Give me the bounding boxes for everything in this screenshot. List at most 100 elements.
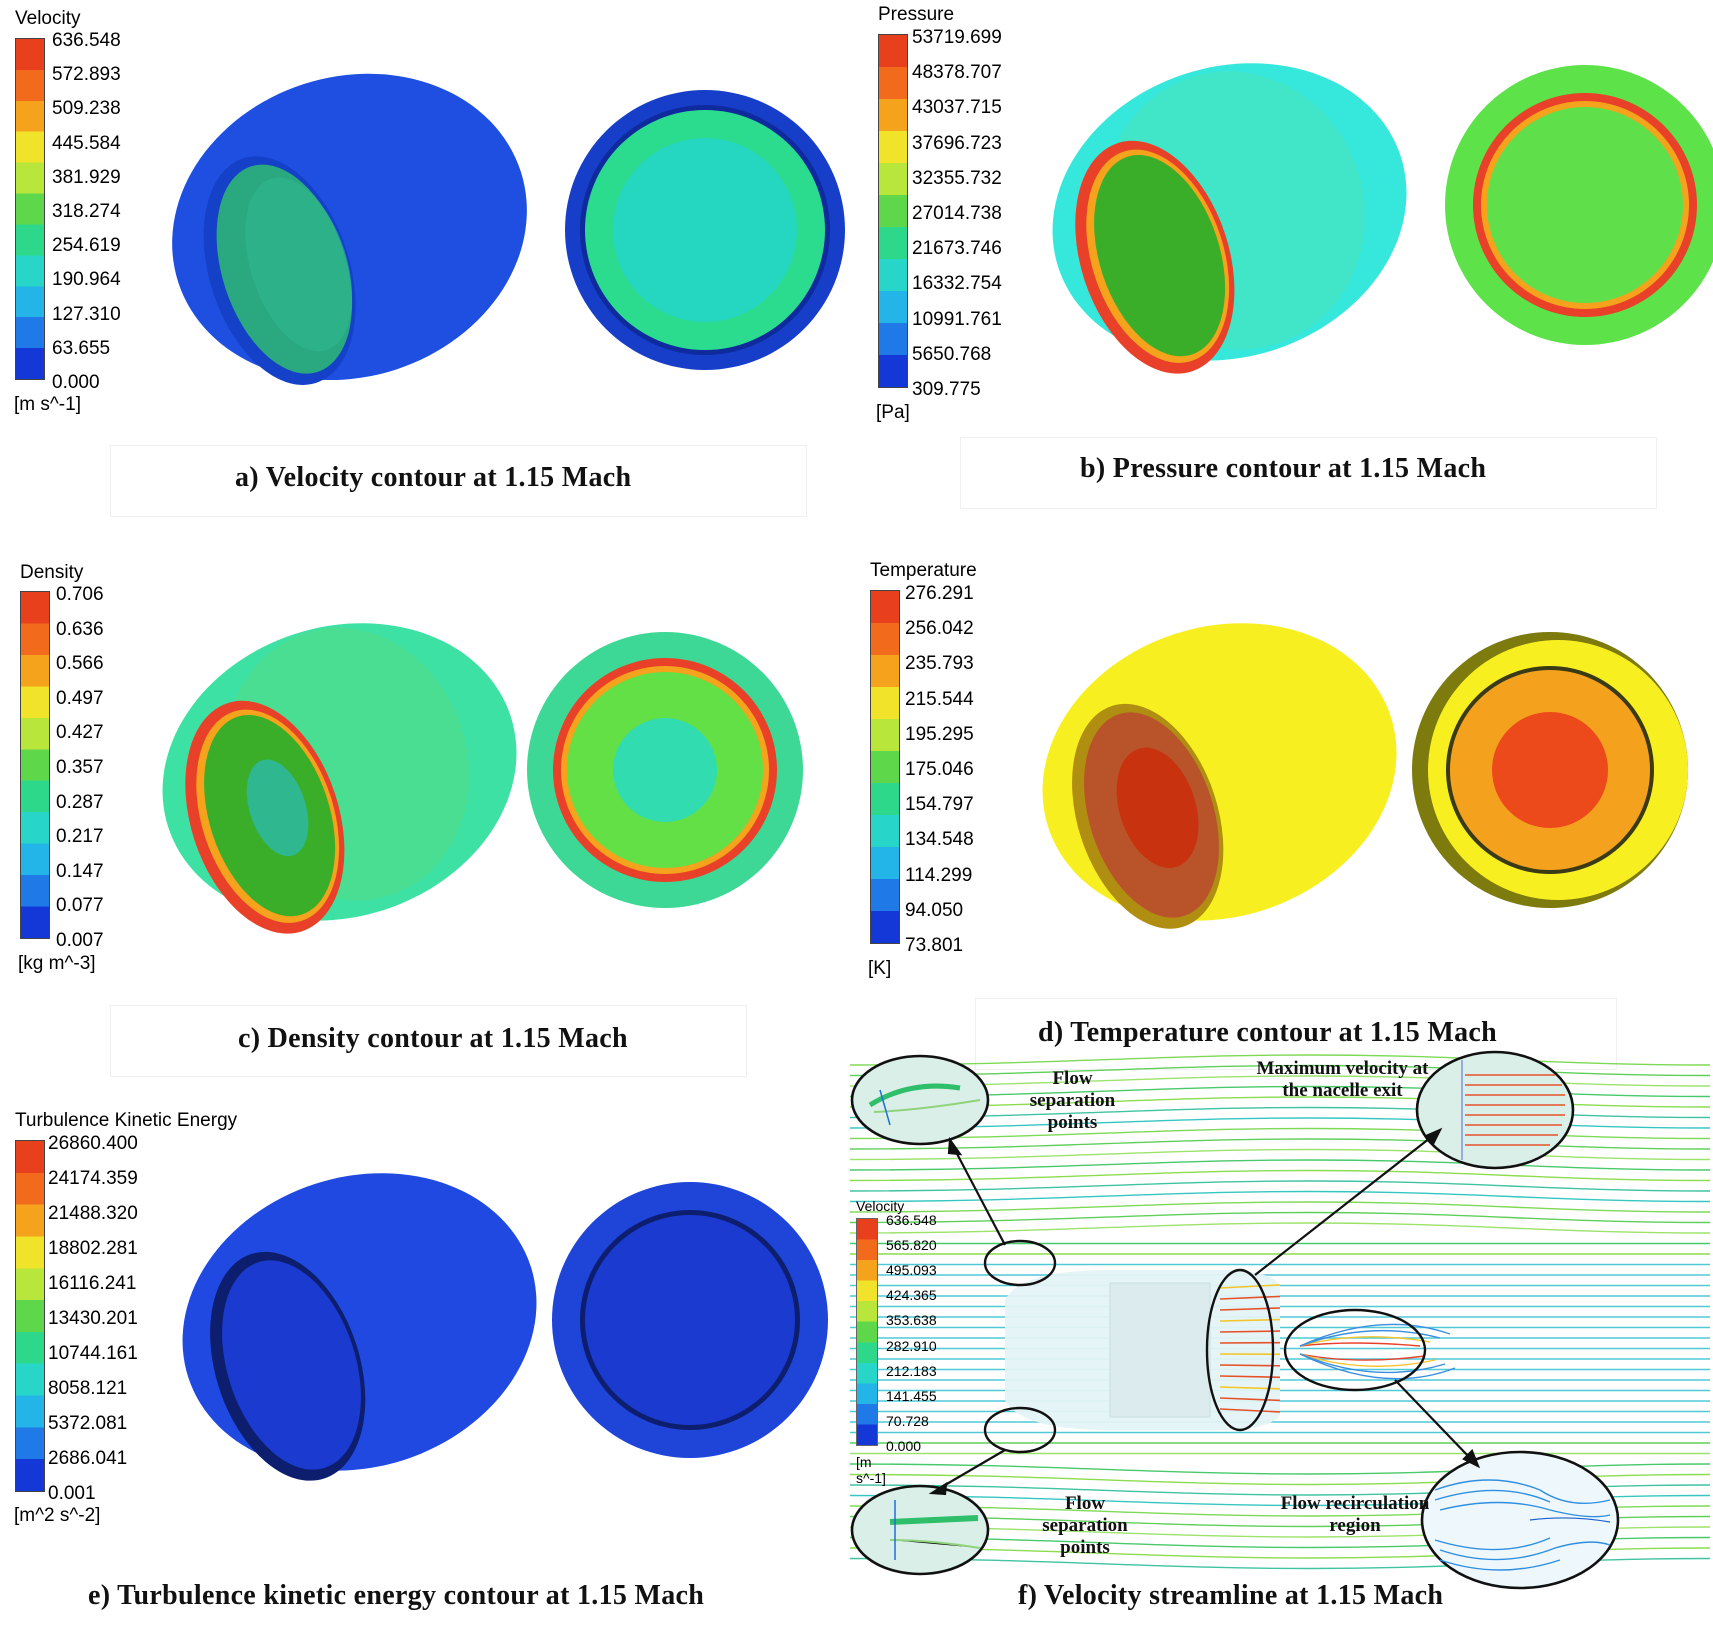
- colorbar-unit: [K]: [868, 958, 892, 979]
- streamline: [849, 1190, 1711, 1203]
- colorbar-tick-label: 0.001: [48, 1483, 96, 1504]
- colorbar-tick-label: 309.775: [912, 379, 981, 400]
- colorbar-tick-label: 2686.041: [48, 1448, 128, 1469]
- colorbar-tick-label: 636.548: [52, 30, 121, 51]
- colorbar-tick-label: 127.310: [52, 303, 121, 325]
- colorbar-tick-label: 94.050: [905, 899, 964, 921]
- exit-jet-lines: [1219, 1284, 1281, 1413]
- nacelle-side-shell: [1042, 623, 1397, 921]
- colorbar-tick-label: 0.147: [56, 860, 104, 882]
- colorbar-tick-label: 37696.723: [912, 132, 1002, 154]
- highlight-sep-bottom: [983, 1406, 1057, 1454]
- colorbar: [870, 590, 900, 944]
- colorbar-tick-label: 0.217: [56, 826, 104, 848]
- colorbar: [20, 591, 50, 939]
- exit-jet-line: [1219, 1408, 1281, 1413]
- exit-jet-line: [1219, 1364, 1281, 1367]
- colorbar-tick-label: 16332.754: [912, 273, 1002, 295]
- colorbar-tick-label: 63.655: [52, 337, 111, 359]
- panel-caption: e) Turbulence kinetic energy contour at …: [88, 1580, 705, 1611]
- exit-jet-line: [1219, 1284, 1281, 1289]
- colorbar-title: Velocity: [856, 1198, 905, 1214]
- colorbar-tick-label: 256.042: [905, 618, 974, 640]
- recirculation-line: [1299, 1342, 1421, 1347]
- colorbar-tick-label: 5372.081: [48, 1413, 128, 1434]
- zoom-sep-bottom: [850, 1484, 990, 1576]
- colorbar-tick-label: 10744.161: [48, 1343, 138, 1364]
- recirculation-line: [1299, 1353, 1456, 1380]
- recirculation-line: [1299, 1353, 1426, 1361]
- highlight-exit: [1205, 1268, 1275, 1432]
- recirculation-line: [1299, 1323, 1451, 1347]
- zoom-sep-top: [850, 1054, 990, 1146]
- colorbar-tick-label: 0.427: [56, 722, 104, 744]
- colorbar-unit: [Pa]: [876, 402, 910, 423]
- recirculation-line: [1299, 1329, 1441, 1347]
- annotation-flow-separation-top: Flow separation points: [1029, 1068, 1116, 1133]
- recirculation-line: [1299, 1353, 1446, 1374]
- streamline: [849, 1201, 1711, 1213]
- colorbar-unit: [m^2 s^-2]: [14, 1505, 101, 1526]
- colorbar-unit: [kg m^-3]: [18, 953, 96, 974]
- colorbar-tick-label: 0.077: [56, 895, 104, 917]
- colorbar-tick-label: 16116.241: [48, 1273, 137, 1294]
- colorbar-title: Temperature: [870, 560, 977, 581]
- colorbar-tick-label: 0.000: [886, 1438, 922, 1454]
- colorbar-tick-label: 353.638: [886, 1312, 937, 1329]
- colorbar-tick-label: 10991.761: [912, 308, 1002, 330]
- colorbar-tick-label: 134.548: [905, 829, 974, 851]
- nacelle-inlet-face: [222, 1260, 361, 1470]
- colorbar-tick-label: 32355.732: [912, 167, 1002, 189]
- streamline: [849, 1180, 1711, 1192]
- colorbar-tick-label: 43037.715: [912, 97, 1002, 119]
- streamline: [849, 1138, 1711, 1150]
- zoom-recirculation: [1420, 1450, 1620, 1590]
- colorbar: [856, 1218, 878, 1446]
- colorbar-tick-label: 445.584: [52, 132, 121, 154]
- colorbar-tick-label: 215.544: [905, 688, 974, 710]
- panel-caption: f) Velocity streamline at 1.15 Mach: [1018, 1580, 1444, 1611]
- colorbar-tick-label: 18802.281: [48, 1238, 138, 1259]
- recirculation-lines: [1299, 1323, 1456, 1380]
- colorbar-tick-label: 282.910: [886, 1337, 937, 1354]
- colorbar-tick-label: 572.893: [52, 64, 121, 86]
- colorbar-unit: [m s^-1]: [14, 394, 81, 415]
- annotation-max-velocity: Maximum velocity at the nacelle exit: [1256, 1058, 1429, 1101]
- colorbar-tick-label: 0.007: [56, 930, 104, 951]
- colorbar-tick-label: 21673.746: [912, 238, 1002, 260]
- colorbar-tick-label: 0.497: [56, 687, 104, 709]
- colorbar-tick-label: 235.793: [905, 653, 974, 675]
- nacelle-temperature-contour: [1042, 623, 1688, 929]
- colorbar-tick-label: 318.274: [52, 201, 121, 222]
- streamline: [849, 1148, 1711, 1161]
- nacelle-inlet-face: [1094, 155, 1226, 357]
- recirculation-line: [1299, 1336, 1431, 1347]
- colorbar-title: Turbulence Kinetic Energy: [15, 1110, 238, 1131]
- colorbar-tick-label: 636.548: [886, 1212, 937, 1228]
- exit-jet-line: [1219, 1295, 1281, 1300]
- streamline-field: [849, 1050, 1711, 1590]
- streamline: [849, 1127, 1711, 1140]
- colorbar-tick-label: 190.964: [52, 269, 121, 291]
- colorbar-title: Velocity: [15, 8, 81, 29]
- highlight-recirc: [1283, 1308, 1427, 1392]
- panel-caption: d) Temperature contour at 1.15 Mach: [1038, 1017, 1497, 1048]
- nacelle-exit-view: [527, 632, 803, 908]
- streamline: [849, 1054, 1711, 1066]
- streamline: [849, 1169, 1711, 1182]
- nacelle-exit-view: [1412, 632, 1688, 908]
- panel-caption: a) Velocity contour at 1.15 Mach: [235, 462, 632, 493]
- callout-arrows: [928, 1127, 1481, 1496]
- colorbar-tick-label: 195.295: [905, 723, 974, 745]
- colorbar-unit: [m s^-1]: [856, 1454, 886, 1486]
- panel-caption: b) Pressure contour at 1.15 Mach: [1080, 453, 1487, 484]
- colorbar-tick-label: 509.238: [52, 98, 121, 120]
- nacelle-exit-view: [565, 90, 845, 370]
- highlight-sep-top: [983, 1239, 1057, 1287]
- colorbar-tick-label: 212.183: [886, 1362, 937, 1379]
- streamline: [849, 1075, 1711, 1087]
- streamline: [849, 1211, 1711, 1224]
- colorbar: [15, 1140, 45, 1492]
- colorbar-tick-label: 141.455: [886, 1387, 937, 1404]
- colorbar-tick-label: 8058.121: [48, 1378, 128, 1399]
